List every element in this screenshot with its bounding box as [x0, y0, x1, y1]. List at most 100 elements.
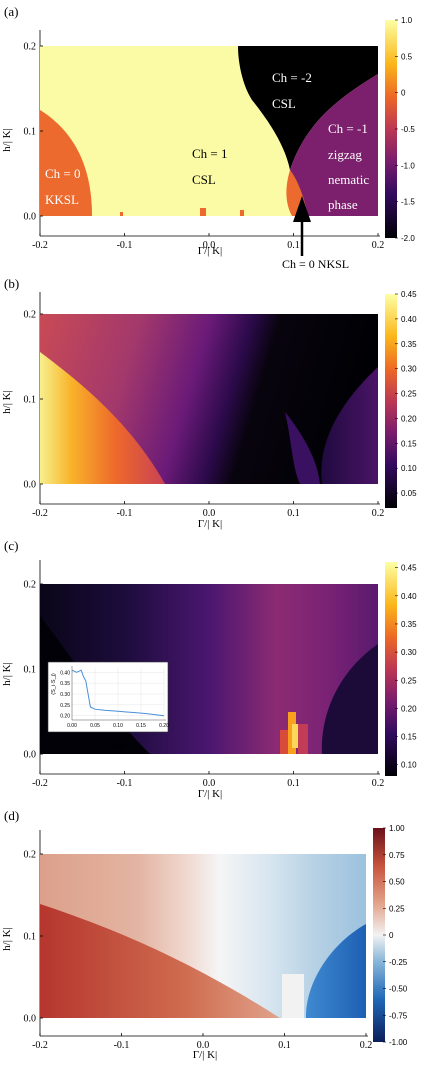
colorbar	[385, 294, 397, 508]
heatmap	[40, 46, 378, 216]
inset-x-tick-label: 0.00	[67, 723, 77, 729]
heatmap-red-region	[40, 904, 280, 1018]
x-tick-label: 0.2	[372, 508, 385, 519]
panel-label: (b)	[4, 276, 19, 291]
heatmap-zigzag-region	[321, 644, 378, 754]
y-axis-label: h/| K|	[1, 128, 13, 152]
colorbar-tick-label: 0.40	[401, 315, 417, 324]
panel-a: (a) Ch = 0 KKSL Ch = 1 CSL Ch = -2 CSL C…	[0, 0, 436, 272]
colorbar-tick-label: -0.50	[389, 985, 408, 994]
colorbar-tick-label: 0.45	[401, 290, 417, 299]
region-label-ch-1-2: zigzag	[328, 147, 362, 162]
colorbar-tick-label: 1.0	[401, 16, 413, 25]
region-label-ch-1-1: Ch = -1	[328, 121, 368, 136]
y-tick-label: 0.2	[24, 580, 37, 591]
chart-b: (b) 0.0 0.1 0.2 -0.2 -0.1 0.0 0.1 0.2 0.45 0.40…	[1, 276, 417, 530]
x-tick-label: 0.1	[287, 508, 300, 519]
y-tick-label: 0.2	[24, 42, 37, 53]
chart-c: (c) 0.00 0.05 0.10 0.15 0.20 0.40 0.35 0.30 0.25…	[1, 538, 417, 800]
heatmap-nksl-region	[285, 412, 320, 484]
inset-x-label: h/| K|	[112, 744, 125, 750]
colorbar-tick-label: 0.20	[401, 414, 417, 423]
colorbar-tick-label: -1.5	[401, 198, 415, 207]
heatmap-hot-region	[40, 352, 165, 484]
inset-x-tick-label: 0.15	[136, 723, 146, 729]
x-tick-label: -0.2	[32, 1040, 48, 1051]
colorbar-tick-label: 0	[389, 931, 394, 940]
inset-y-tick-label: 0.30	[60, 692, 70, 698]
colorbar-tick-label: -0.75	[389, 1011, 408, 1020]
colorbar-tick-label: 0.15	[401, 733, 417, 742]
colorbar-tick-label: 0.05	[401, 489, 417, 498]
y-tick-label: 0.1	[24, 395, 37, 406]
noise-patch	[120, 212, 123, 216]
heatmap-hot-core	[292, 724, 298, 748]
colorbar-tick-label: -1.00	[389, 1038, 408, 1047]
heatmap-warm-strip	[298, 724, 308, 754]
x-tick-label: -0.1	[117, 508, 133, 519]
region-label-ch-1-3: nematic	[328, 172, 369, 187]
y-tick-label: 0.2	[24, 310, 37, 321]
region-label-kksl-2: KKSL	[45, 192, 79, 207]
panel-b: (b) 0.0 0.1 0.2 -0.2 -0.1 0.0 0.1 0.2 0.45 0.40…	[0, 272, 436, 534]
colorbar-tick-label: 0.15	[401, 439, 417, 448]
region-label-ch1-2: CSL	[192, 172, 216, 187]
colorbar-tick-label: 0.40	[401, 592, 417, 601]
colorbar	[373, 828, 385, 1042]
noise-patch	[200, 208, 206, 216]
x-axis-label: Γ/| K|	[193, 1049, 218, 1061]
x-tick-label: -0.1	[117, 240, 133, 251]
annotation-label: Ch = 0 NKSL	[282, 257, 349, 271]
panel-label: (c)	[4, 538, 18, 553]
colorbar	[385, 562, 397, 776]
colorbar-tick-label: 0.35	[401, 620, 417, 629]
inset-y-tick-label: 0.40	[60, 670, 70, 676]
annotation-arrow-head	[293, 196, 311, 222]
inset-x-tick-label: 0.20	[159, 723, 169, 729]
x-tick-label: 0.1	[287, 778, 300, 789]
x-tick-label: 0.0	[203, 508, 216, 519]
inset-series-line	[71, 669, 165, 717]
chart-a: (a) Ch = 0 KKSL Ch = 1 CSL Ch = -2 CSL C…	[1, 4, 415, 271]
noise-patch	[240, 210, 244, 216]
colorbar-tick-label: 0.35	[401, 340, 417, 349]
colorbar-tick-label: 0.10	[401, 464, 417, 473]
x-axis-label: Γ/| K|	[198, 518, 223, 530]
inset-x-tick-label: 0.10	[113, 723, 123, 729]
x-tick-label: 0.0	[203, 240, 216, 251]
region-label-kksl-1: Ch = 0	[45, 166, 81, 181]
colorbar-tick-label: 0.25	[389, 904, 405, 913]
inset-y-tick-label: 0.25	[60, 703, 70, 709]
chart-d: (d) 0.0 0.1 0.2 -0.2 -0.1 0.0 0.1 0.2 1.00 0.75…	[1, 808, 408, 1061]
y-axis-label: h/| K|	[1, 662, 13, 686]
colorbar-tick-label: -0.25	[389, 958, 408, 967]
panel-d: (d) 0.0 0.1 0.2 -0.2 -0.1 0.0 0.1 0.2 1.00 0.75…	[0, 804, 436, 1074]
x-tick-label: 0.2	[372, 240, 385, 251]
region-label-ch-2-2: CSL	[272, 96, 296, 111]
x-tick-label: 0.2	[372, 778, 385, 789]
heatmap-neutral-strip	[282, 974, 304, 1018]
inset-x-tick-label: 0.05	[90, 723, 100, 729]
x-tick-label: -0.2	[32, 508, 48, 519]
colorbar-tick-label: 0.30	[401, 365, 417, 374]
colorbar-tick-label: 0.75	[389, 851, 405, 860]
y-tick-label: 0.1	[24, 665, 37, 676]
heatmap-warm-strip	[280, 730, 288, 754]
colorbar-tick-label: -0.5	[401, 125, 415, 134]
x-axis-label: Γ/| K|	[198, 788, 223, 800]
y-tick-label: 0.0	[24, 750, 37, 761]
inset-frame	[47, 661, 169, 733]
heatmap	[40, 854, 366, 1018]
region-kksl	[40, 110, 92, 216]
heatmap-blue-region	[305, 924, 366, 1018]
colorbar-tick-label: 0.25	[401, 390, 417, 399]
heatmap	[40, 314, 378, 484]
x-tick-label: 0.2	[360, 1040, 373, 1051]
colorbar-tick-label: -2.0	[401, 234, 415, 243]
colorbar-tick-label: 0	[401, 89, 406, 98]
region-label-ch-2-1: Ch = -2	[272, 70, 312, 85]
inset-y-tick-label: 0.20	[60, 714, 70, 720]
region-label-ch1-1: Ch = 1	[192, 146, 228, 161]
x-tick-label: 0.0	[197, 1040, 210, 1051]
region-label-ch-1-4: phase	[328, 197, 358, 212]
